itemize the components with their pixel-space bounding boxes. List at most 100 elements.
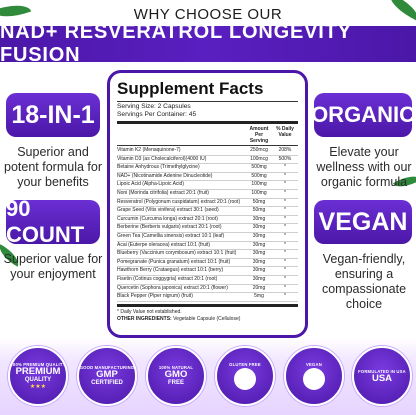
facts-row: Acai (Euterpe oleracea) extract 10:1 (fr… [117,242,298,251]
badge-main-text: PREMIUM [15,365,61,377]
facts-divider-thick [117,303,298,307]
col-amount: Amount Per Serving [249,126,269,144]
facts-cell-name: Fisetin (Cotinus coggygria) extract 20:1… [117,275,218,282]
facts-cell-amount: 500mg [251,172,267,179]
facts-cell-amount: 5mg [254,293,264,300]
badge-1: GOOD MANUFACTURING GMP CERTIFIED [77,346,137,406]
facts-divider [117,145,298,146]
supplement-facts-panel: Supplement Facts Serving Size: 2 Capsule… [107,70,308,338]
badge-3: GLUTEN FREE [215,346,275,406]
leaf-icon [303,367,325,390]
facts-cell-amount: 30mg [252,232,266,239]
facts-cell-dv: 208% [278,147,292,153]
badge-sub-text: QUALITY [24,376,52,383]
facts-cell-dv: * [284,181,286,188]
facts-cell-name: Black Pepper (Piper nigrum) (fruit) [117,293,193,300]
facts-cell-dv: * [284,267,286,274]
side-text-vegan: Vegan-friendly, ensuring a compassionate… [321,252,407,311]
facts-cell-name: Lipoic Acid (Alpha-Lipoic Acid) [117,181,184,188]
facts-cell-name: Vitamin K2 (Menaquinone-7) [117,147,181,153]
facts-cell-dv: * [284,250,286,257]
facts-cell-dv: 500% [278,155,292,162]
facts-cell-amount: 30mg [252,258,266,265]
facts-cell-amount: 30mg [252,250,266,257]
facts-cell-amount: 100mcg [250,155,268,162]
facts-row: Blueberry (Vaccinium corymbosum) extract… [117,250,298,259]
col-daily-value: % Daily Value [276,126,294,138]
facts-cell-name: Betaine Anhydrous (Trimethylglycine) [117,164,200,171]
badge-5: FORMULATED IN USA USA [352,346,412,406]
facts-cell-name: Curcumin (Curcuma longa) extract 20:1 (r… [117,215,218,222]
facts-row: Quercetin (Sophora japonica) extract 20:… [117,285,298,294]
facts-cell-dv: * [284,241,286,248]
facts-row: NAD+ (Nicotinamide Adenine Dinucleotide)… [117,173,298,182]
facts-header-row: Amount Per Serving % Daily Value [117,126,298,144]
pill-organic: ORGANIC [311,93,415,137]
other-ingredients: OTHER INGREDIENTS: Vegetable Capsule (Ce… [117,316,298,323]
facts-cell-dv: * [284,284,286,291]
facts-row: Resveratrol (Polygonum cuspidatum) extra… [117,199,298,208]
facts-row: Fisetin (Cotinus coggygria) extract 20:1… [117,276,298,285]
wheat-icon [234,367,256,390]
facts-divider [117,101,298,102]
facts-cell-name: Acai (Euterpe oleracea) extract 10:1 (fr… [117,241,211,248]
side-text-organic: Elevate your wellness with our organic f… [316,145,412,189]
badge-ring-text: 100% PREMIUM QUALITY [10,361,66,367]
badge-0: 100% PREMIUM QUALITY PREMIUM QUALITY ★★★ [8,346,68,406]
facts-row: Betaine Anhydrous (Trimethylglycine) 500m… [117,164,298,173]
product-banner: NAD+ RESVERATROL LONGEVITY FUSION [0,21,416,66]
facts-cell-dv: * [284,172,286,179]
facts-cell-dv: * [284,293,286,300]
other-ingredients-label: OTHER INGREDIENTS: [117,315,172,322]
facts-cell-amount: 100mg [251,181,267,188]
other-ingredients-text: Vegetable Capsule (Cellulose) [173,315,241,322]
facts-cell-name: Resveratrol (Polygonum cuspidatum) extra… [117,198,241,205]
facts-row: Black Pepper (Piper nigrum) (fruit) 5mg * [117,293,298,302]
facts-cell-amount: 30mg [252,224,266,231]
facts-cell-name: Quercetin (Sophora japonica) extract 20:… [117,284,228,291]
badge-main-text: USA [371,372,393,384]
facts-rows: Vitamin K2 (Menaquinone-7) 250mcg 208% Vita… [117,147,298,302]
facts-row: Curcumin (Curcuma longa) extract 20:1 (r… [117,216,298,225]
facts-cell-dv: * [284,275,286,282]
facts-cell-amount: 500mg [251,164,267,171]
facts-cell-amount: 20mg [252,284,266,291]
facts-cell-name: Blueberry (Vaccinium corymbosum) extract… [117,250,237,257]
facts-divider-thick [117,121,298,124]
facts-cell-name: Green Tea (Camellia sinensis) extract 10… [117,232,225,239]
facts-cell-amount: 30mg [252,241,266,248]
badge-ring-text: FORMULATED IN USA [358,368,406,374]
badge-4: VEGAN [284,346,344,406]
facts-cell-name: Vitamin D3 (as Cholecalciferol)(4000 IU) [117,155,207,162]
facts-cell-amount: 30mg [252,275,266,282]
facts-cell-dv: * [284,232,286,239]
facts-cell-amount: 100mg [251,189,267,196]
side-text-value: Superior value for your enjoyment [3,252,103,281]
badge-ring-text: GLUTEN FREE [229,361,261,367]
badge-ring-text: GOOD MANUFACTURING [79,365,135,370]
facts-title: Supplement Facts [117,79,264,98]
badge-band [0,338,416,415]
star-icon: ★★★ [29,383,47,390]
facts-cell-name: Grape Seed (Vitis vinifera) extract 30:1… [117,207,219,214]
pill-18-in-1: 18-IN-1 [6,93,100,137]
badge-ring-text: VEGAN [306,361,322,367]
facts-cell-amount: 50mg [252,207,266,214]
dv-note: * Daily Value not established. [117,308,182,315]
badge-main-text: GMO [164,369,188,380]
serving-size: Serving Size: 2 Capsules [117,103,191,110]
facts-cell-amount: 30mg [252,215,266,222]
facts-cell-name: NAD+ (Nicotinamide Adenine Dinucleotide) [117,172,213,179]
facts-cell-dv: * [284,198,286,205]
pill-90-count: 90 COUNT [6,196,100,247]
facts-cell-amount: 250mcg [250,147,268,153]
side-text-formula: Superior and potent formula for your ben… [4,145,102,189]
page-kicker: WHY CHOOSE OUR [133,6,283,23]
facts-cell-dv: * [284,164,286,171]
facts-cell-name: Noni (Morinda citrifolia) extract 20:1 (… [117,189,209,196]
badge-sub-text: FREE [167,380,184,386]
pill-vegan: VEGAN [314,200,412,244]
facts-row: Green Tea (Camellia sinensis) extract 10… [117,233,298,242]
facts-cell-name: Berberine (Berberis vulgaris) extract 20… [117,224,222,231]
facts-cell-amount: 30mg [252,267,266,274]
